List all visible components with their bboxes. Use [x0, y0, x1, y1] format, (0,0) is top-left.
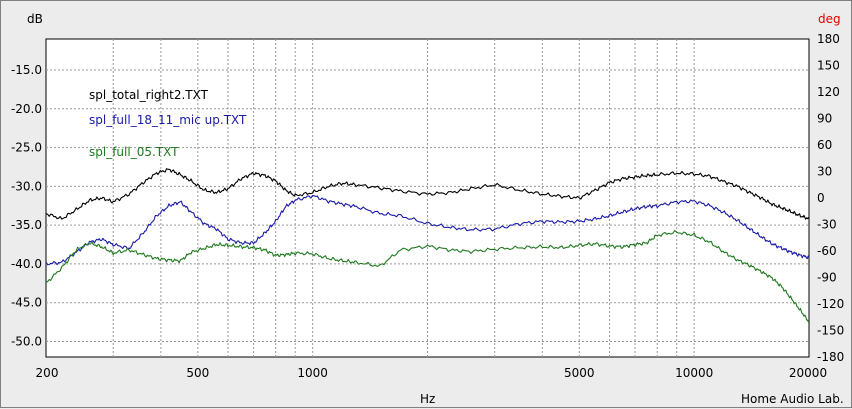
- y2-tick-label: 120: [817, 85, 840, 99]
- y2-tick-label: 30: [817, 165, 832, 179]
- x-tick-label: 500: [186, 366, 209, 380]
- y-tick-label: -50.0: [11, 334, 42, 348]
- legend-entry-spl-full-18-11: spl_full_18_11_mic up.TXT: [89, 113, 247, 127]
- y-tick-label: -15.0: [11, 63, 42, 77]
- y2-tick-label: 0: [817, 191, 825, 205]
- y2-tick-label: -90: [817, 271, 837, 285]
- y2-tick-label: -60: [817, 244, 837, 258]
- y2-tick-label: -30: [817, 218, 837, 232]
- credit-text: Home Audio Lab.: [741, 392, 844, 406]
- y2-ticks: 180 150 120 90 60 30 0 -30 -60 -90 -120 -150 -180: [817, 32, 844, 364]
- legend-entry-spl-total-right2: spl_total_right2.TXT: [89, 88, 209, 102]
- x-ticks: 200 500 1000 5000 10000 20000: [36, 366, 828, 380]
- x-tick-label: 10000: [675, 366, 713, 380]
- y-axis-label: dB: [27, 12, 43, 26]
- y2-tick-label: -150: [817, 324, 844, 338]
- legend: spl_total_right2.TXT spl_full_18_11_mic …: [89, 88, 247, 159]
- y-ticks: -15.0 -20.0 -25.0 -30.0 -35.0 -40.0 -45.0 -50.0: [11, 63, 42, 348]
- y-tick-label: -30.0: [11, 179, 42, 193]
- legend-entry-spl-full-05: spl_full_05.TXT: [89, 145, 179, 159]
- y-tick-label: -40.0: [11, 257, 42, 271]
- y2-tick-label: 150: [817, 59, 840, 73]
- x-axis-label: Hz: [420, 392, 435, 406]
- y-tick-label: -45.0: [11, 296, 42, 310]
- y2-tick-label: 180: [817, 32, 840, 46]
- y2-tick-label: 90: [817, 112, 832, 126]
- series-line-0: [45, 168, 810, 220]
- x-tick-label: 200: [36, 366, 59, 380]
- y2-tick-label: 60: [817, 138, 832, 152]
- series-line-1: [45, 194, 810, 266]
- x-tick-label: 20000: [789, 366, 827, 380]
- y-tick-label: -25.0: [11, 141, 42, 155]
- y2-tick-label: -120: [817, 297, 844, 311]
- y-tick-label: -20.0: [11, 102, 42, 116]
- series-line-2: [45, 229, 810, 323]
- plot-area: [45, 38, 810, 358]
- grid: [46, 39, 809, 357]
- axis-labels: dB deg Hz Home Audio Lab.: [27, 12, 844, 406]
- y-tick-label: -35.0: [11, 218, 42, 232]
- y2-axis-label: deg: [818, 12, 841, 26]
- x-tick-label: 5000: [564, 366, 595, 380]
- y2-tick-label: -180: [817, 350, 844, 364]
- x-tick-label: 1000: [297, 366, 328, 380]
- series-layer: [45, 168, 810, 323]
